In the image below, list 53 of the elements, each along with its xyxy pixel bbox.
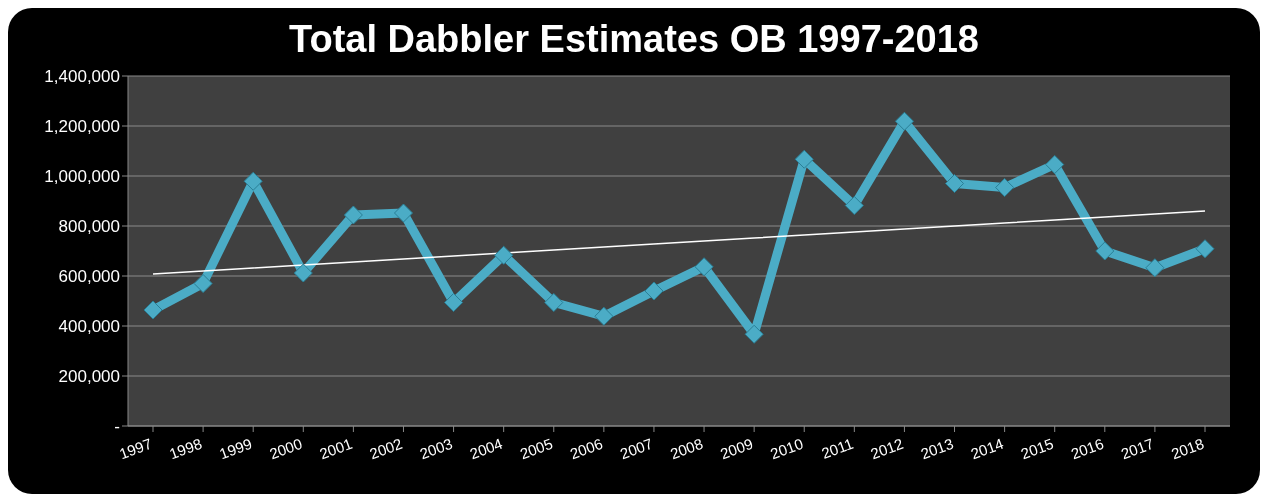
point xyxy=(644,281,664,301)
x-tick-label: 2016 xyxy=(1068,434,1106,463)
point xyxy=(143,300,163,320)
y-tick-label: 200,000 xyxy=(58,367,120,387)
y-tick-label: - xyxy=(114,417,120,437)
point xyxy=(995,178,1015,197)
x-tick-label: 2006 xyxy=(567,434,605,463)
x-tick-label: 2013 xyxy=(918,434,956,463)
point xyxy=(193,274,213,293)
x-tick-label: 2009 xyxy=(717,434,756,463)
point xyxy=(393,203,413,223)
point xyxy=(594,306,614,326)
point xyxy=(544,293,564,312)
x-tick-label: 2001 xyxy=(317,434,355,463)
x-tick-label: 2002 xyxy=(367,434,405,463)
y-tick-label: 600,000 xyxy=(58,267,120,287)
y-tick-label: 1,400,000 xyxy=(44,67,120,87)
x-tick-label: 1998 xyxy=(166,434,205,463)
point xyxy=(844,196,864,215)
point xyxy=(744,324,764,344)
point xyxy=(894,111,914,131)
point xyxy=(343,205,363,225)
point xyxy=(444,293,464,312)
x-tick-label: 2010 xyxy=(768,434,806,463)
point xyxy=(694,257,714,277)
point xyxy=(494,245,514,265)
point xyxy=(293,263,313,283)
x-tick-label: 2003 xyxy=(417,434,455,463)
x-tick-label: 2005 xyxy=(517,434,555,463)
point xyxy=(945,174,965,193)
y-tick-label: 800,000 xyxy=(58,217,120,237)
point xyxy=(243,171,263,191)
x-tick-label: 2018 xyxy=(1168,434,1207,463)
x-tick-label: 1997 xyxy=(116,434,155,463)
x-tick-label: 2017 xyxy=(1118,434,1156,463)
y-tick-label: 1,000,000 xyxy=(44,167,120,187)
x-tick-label: 2015 xyxy=(1018,434,1056,463)
point xyxy=(1095,241,1115,261)
x-tick-label: 2012 xyxy=(868,434,906,463)
x-tick-label: 2000 xyxy=(267,434,305,463)
x-tick-label: 2007 xyxy=(617,434,655,463)
x-tick-label: 2008 xyxy=(667,434,706,463)
x-tick-label: 2014 xyxy=(968,434,1006,463)
x-tick-label: 2004 xyxy=(467,434,505,463)
y-tick-label: 400,000 xyxy=(58,317,120,337)
point xyxy=(1045,155,1065,174)
x-tick-label: 2011 xyxy=(819,434,856,462)
point xyxy=(1195,239,1215,259)
point xyxy=(1145,258,1165,278)
y-tick-label: 1,200,000 xyxy=(44,117,120,137)
chart-title: Total Dabbler Estimates OB 1997-2018 xyxy=(288,17,980,62)
point xyxy=(794,149,814,169)
x-tick-label: 1999 xyxy=(217,434,255,463)
